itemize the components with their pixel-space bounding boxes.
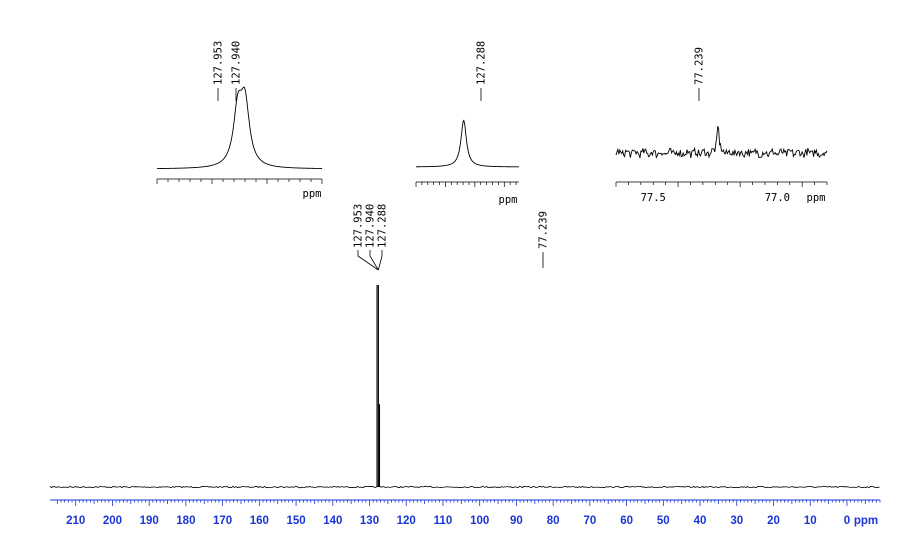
main-tick-label: 10 [804,515,817,527]
inset-trace [156,86,323,169]
inset-axis-unit-label: ppm [303,188,322,200]
main-tick-label: 30 [730,515,743,527]
main-tick-label: 20 [767,515,780,527]
main-tick-label: 90 [510,515,523,527]
main-tick-label: 190 [140,515,159,527]
main-tick-label: 40 [694,515,707,527]
main-tick-label: 150 [286,515,305,527]
solvent-peak-label: 77.239 [538,211,550,249]
main-peak-label-connector [377,250,383,271]
main-tick-label: 160 [250,515,269,527]
main-ticks-group [56,500,881,506]
inset-3: 77.5 77.0 ppm 77.239 [615,47,828,204]
main-tick-label: 180 [176,515,195,527]
main-baseline-group [49,485,880,489]
inset-1: ppm 127.953 127.940 [156,41,323,200]
main-tick-label: 170 [213,515,232,527]
main-tick-label: 100 [470,515,489,527]
main-peak-label-connector [369,250,379,271]
main-peak-label-connector [357,250,379,271]
main-peaks-group [376,285,381,487]
main-axis-unit-label: ppm [854,515,878,527]
main-tick-label: 60 [620,515,633,527]
inset-peak-label: 127.288 [476,41,488,85]
main-tick-label: 0 [844,515,850,527]
main-tick-labels-group: 210 200 190 180 170 160 150 140 130 120 110 100 90 80… [66,515,850,527]
main-peak-label: 127.940 [365,204,377,248]
main-peak-label: 127.953 [353,204,365,248]
main-tick-label: 130 [360,515,379,527]
inset-peak-label: 127.940 [231,41,243,85]
inset-2: ppm 127.288 [415,41,520,206]
inset-peak-label: 77.239 [694,47,706,85]
main-tick-label: 50 [657,515,670,527]
inset-axis-unit-label: ppm [499,194,518,206]
main-peak-label: 127.288 [377,204,389,248]
inset-peak-label: 127.953 [213,41,225,85]
main-tick-label: 200 [103,515,122,527]
inset-tick-label: 77.5 [641,192,666,204]
main-peak-labels-group: 127.953 127.940 127.288 77.239 [353,204,550,271]
inset-tick-label: 77.0 [765,192,790,204]
main-axis: 210 200 190 180 170 160 150 140 130 120 110 100 90 80… [50,499,881,527]
inset-axis-unit-label: ppm [807,192,826,204]
main-tick-label: 140 [323,515,342,527]
main-baseline [49,485,880,489]
main-tick-label: 110 [434,515,453,527]
main-spectrum: 210 200 190 180 170 160 150 140 130 120 110 100 90 80… [49,204,881,527]
main-tick-label: 70 [583,515,596,527]
inset-trace [615,126,828,159]
inset-trace [415,119,520,168]
main-tick-label: 120 [397,515,416,527]
main-tick-label: 80 [547,515,560,527]
main-tick-label: 210 [66,515,85,527]
